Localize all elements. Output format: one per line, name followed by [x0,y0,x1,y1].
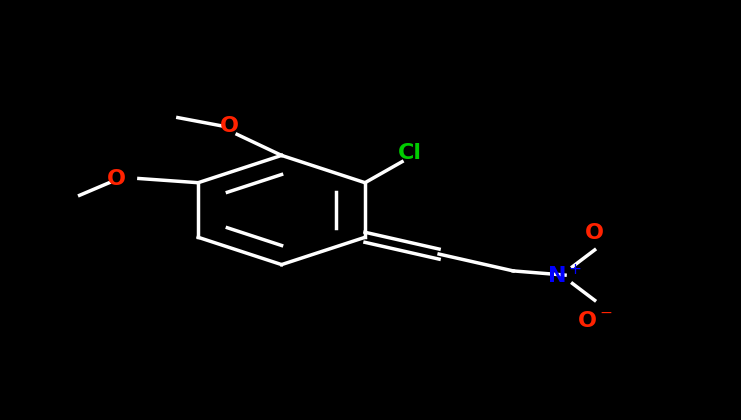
Text: O: O [107,168,126,189]
Text: O: O [220,116,239,136]
Text: Cl: Cl [397,143,422,163]
Text: N$^+$: N$^+$ [548,263,582,287]
Text: O$^-$: O$^-$ [577,311,613,331]
Text: O: O [585,223,604,243]
